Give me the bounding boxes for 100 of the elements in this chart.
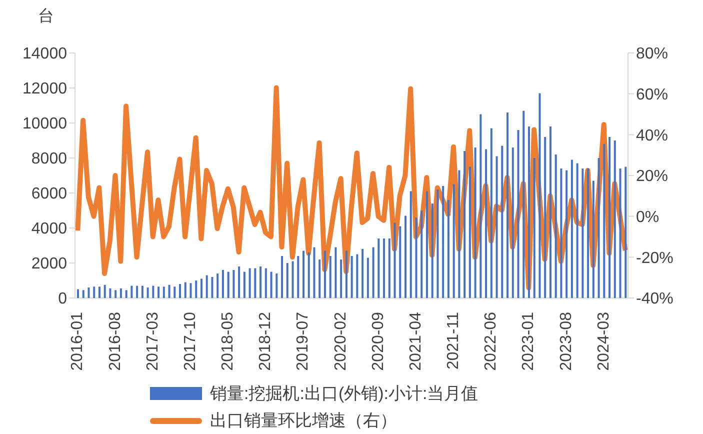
bar [136,286,138,298]
bar [82,290,84,298]
bar [517,130,520,298]
bar [98,286,100,298]
bar [77,289,79,298]
bar [587,168,590,298]
bar [576,163,578,298]
legend-label: 销量:挖掘机:出口(外销):小计:当月值 [210,383,478,405]
x-tick-label: 2023-08 [558,312,575,371]
bar [168,284,170,298]
bar [394,222,396,298]
bar [362,249,364,298]
bar [485,149,488,298]
bar [549,126,552,298]
bar [340,260,342,298]
y-tick-label: 0 [58,290,68,308]
bar [356,254,358,298]
bar [120,288,122,298]
y-tick-label: 12000 [22,80,68,98]
bar [544,137,546,298]
bar [88,288,90,298]
bar [560,168,562,298]
x-tick-label: 2020-02 [332,312,350,371]
bar [624,166,627,298]
bar [420,210,423,298]
bar [184,282,186,298]
bar [554,154,557,298]
bar [190,283,192,298]
x-tick-label: 2021-11 [445,312,462,370]
bar [426,191,428,298]
bar [211,277,214,298]
bar [324,250,326,298]
bar [130,286,133,298]
bar [286,263,288,298]
y2-tick-label: 20% [636,168,668,186]
bar [260,266,262,298]
bar [468,166,471,298]
bar [254,268,256,298]
bar [372,247,374,298]
bar [512,148,514,298]
bar [195,280,198,298]
y2-tick-label: 80% [636,46,668,63]
bar [619,168,622,298]
bar [608,137,611,298]
bar [447,200,450,298]
bar [436,190,439,298]
x-tick-label: 2017-10 [182,312,199,371]
bar [345,250,348,298]
bar [174,286,176,298]
bar [222,270,224,298]
bar [566,170,568,298]
y2-tick-label: 0% [636,209,660,226]
x-tick-label: 2016-08 [106,312,124,371]
x-tick-label: 2019-07 [294,312,312,371]
y2-tick-label: 40% [636,127,668,144]
y2-tick-label: 60% [636,86,668,104]
x-tick-label: 2022-06 [482,312,500,371]
bar [292,261,294,298]
bar [350,256,353,298]
bar [490,128,492,298]
bar [452,184,455,298]
x-tick-label: 2017-03 [144,312,162,371]
bar [114,290,117,298]
bar [141,286,144,298]
bar [308,252,310,298]
bar [404,216,407,298]
y-tick-label: 10000 [22,116,68,133]
bar [582,168,584,298]
bar [125,290,128,298]
bar [238,266,240,298]
bar [464,151,466,298]
bar [614,140,616,298]
bar [313,247,316,298]
bar [227,272,230,298]
bar [378,238,380,298]
bar [383,238,386,298]
bar [264,268,267,298]
bar [152,286,154,298]
x-tick-label: 2023-01 [520,312,538,371]
bar [458,170,460,298]
bar [522,110,525,298]
bar [501,146,504,298]
bar [109,288,112,298]
bar [598,158,600,298]
bar [480,114,482,298]
bar [496,156,498,298]
bar [410,191,412,298]
x-tick-label: 2016-01 [69,312,86,371]
bar [603,144,606,298]
bar [206,275,208,298]
y-axis-title: 台 [38,7,54,27]
x-tick-label: 2018-12 [257,312,274,371]
y2-tick-label: -20% [636,250,674,267]
y-tick-label: 6000 [31,186,68,203]
bar [281,256,284,298]
bar [297,256,300,298]
bar [538,93,541,298]
bar [232,270,235,298]
x-tick-label: 2018-05 [220,312,237,371]
bar [329,256,332,298]
